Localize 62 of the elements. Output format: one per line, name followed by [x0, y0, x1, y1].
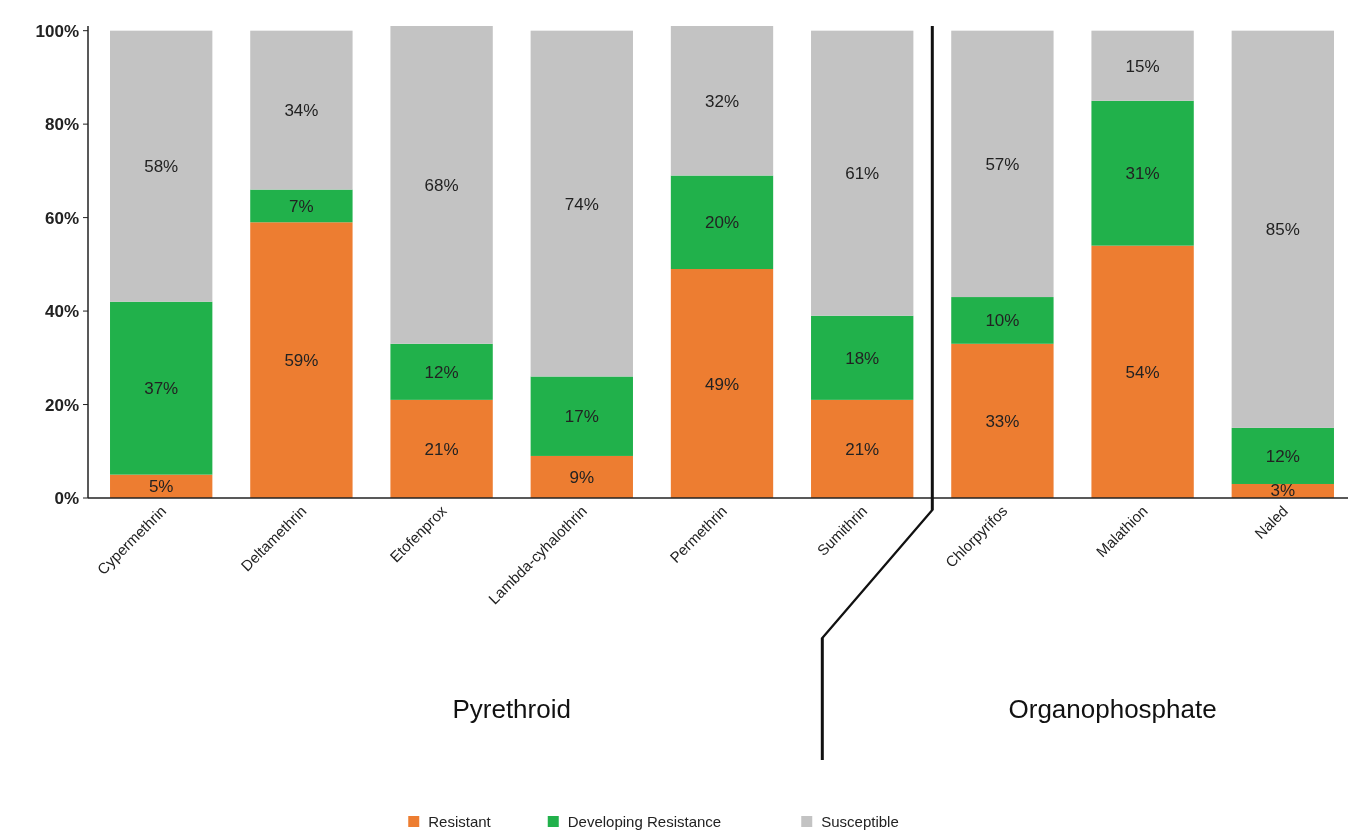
data-label: 21%	[424, 439, 459, 459]
bar	[1231, 30, 1334, 428]
bar	[530, 376, 633, 456]
data-label: 74%	[564, 194, 599, 214]
data-label: 37%	[144, 379, 179, 399]
data-label: 61%	[845, 164, 880, 184]
y-tick-label: 100%	[35, 21, 79, 41]
data-label: 18%	[845, 348, 880, 368]
bar	[951, 343, 1054, 498]
data-label: 54%	[1125, 362, 1160, 382]
data-label: 12%	[424, 362, 459, 382]
bar	[250, 222, 353, 498]
data-label: 34%	[284, 101, 319, 121]
bar	[250, 189, 353, 223]
data-label: 59%	[284, 351, 319, 371]
bar	[110, 301, 213, 475]
data-label: 9%	[569, 467, 595, 487]
y-tick-label: 20%	[44, 395, 79, 415]
y-tick-label: 60%	[44, 208, 79, 228]
data-label: 32%	[704, 91, 740, 111]
bar	[1091, 30, 1194, 101]
legend-label: Resistant	[428, 813, 492, 830]
bar	[811, 399, 914, 498]
bar	[670, 26, 774, 176]
y-tick-label: 80%	[44, 115, 79, 135]
bar	[1091, 100, 1194, 246]
legend-label: Susceptible	[821, 813, 899, 830]
bar	[250, 30, 353, 190]
data-label: 3%	[1270, 481, 1296, 500]
bar	[951, 30, 1054, 298]
y-tick-label: 40%	[44, 302, 79, 322]
data-label: 7%	[289, 196, 314, 216]
data-label: 10%	[985, 311, 1020, 331]
data-label: 21%	[845, 439, 880, 459]
data-label: 33%	[985, 411, 1020, 431]
data-label: 15%	[1125, 56, 1160, 76]
data-label: 49%	[704, 374, 740, 394]
legend-label: Developing Resistance	[567, 813, 722, 830]
data-label: 58%	[144, 157, 179, 177]
data-label: 85%	[1265, 220, 1300, 240]
bar	[951, 297, 1054, 344]
bar	[110, 30, 213, 302]
data-label: 68%	[424, 175, 459, 195]
bar	[390, 399, 493, 498]
bar	[530, 455, 633, 498]
text: Organophosphate	[1008, 694, 1217, 724]
data-label: 31%	[1125, 164, 1160, 184]
data-label: 17%	[564, 407, 599, 427]
bar	[1091, 245, 1194, 498]
data-label: 12%	[1265, 446, 1300, 466]
bar	[670, 269, 774, 498]
bar	[670, 175, 774, 270]
bar	[1231, 427, 1334, 484]
data-label: 57%	[985, 154, 1020, 174]
y-tick-label: 0%	[54, 489, 79, 508]
data-label: 20%	[704, 213, 740, 233]
bar	[390, 343, 493, 400]
text: Pyrethroid	[452, 694, 571, 724]
bar	[811, 315, 914, 400]
bar	[530, 30, 633, 377]
data-label: 5%	[148, 477, 174, 497]
bar	[390, 26, 493, 344]
